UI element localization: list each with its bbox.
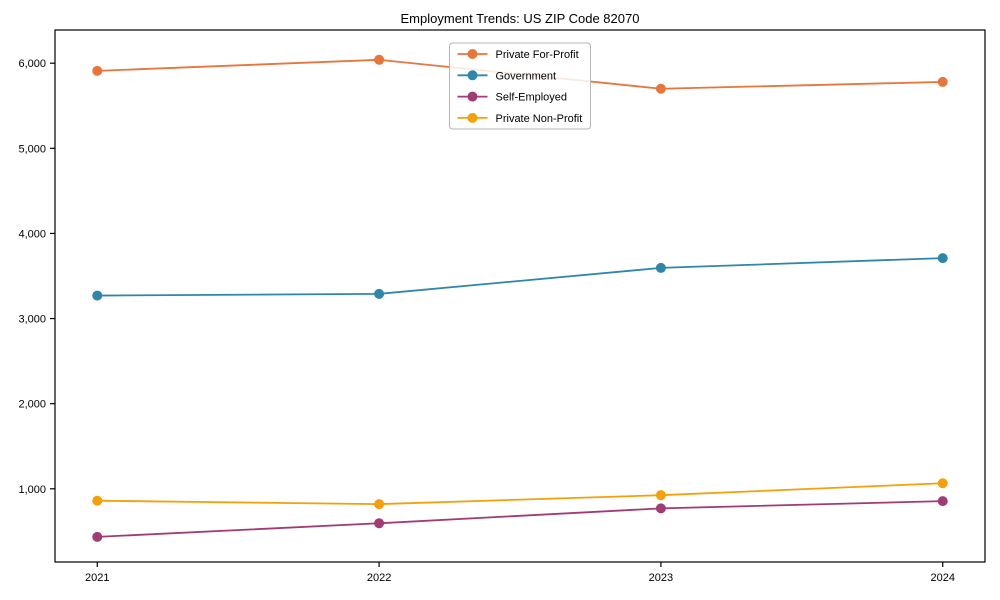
data-point-government-2024 xyxy=(937,253,948,264)
x-tick-label: 2021 xyxy=(85,572,109,584)
y-tick-label: 5,000 xyxy=(18,143,46,155)
data-point-self-employed-2023 xyxy=(655,503,666,514)
chart-title: Employment Trends: US ZIP Code 82070 xyxy=(400,11,640,26)
data-point-private-for-profit-2024 xyxy=(937,76,948,87)
y-tick-label: 3,000 xyxy=(18,314,46,326)
y-tick-label: 4,000 xyxy=(18,228,46,240)
data-point-government-2022 xyxy=(374,288,385,299)
data-point-government-2021 xyxy=(92,290,103,301)
data-point-self-employed-2022 xyxy=(374,518,385,529)
data-point-private-for-profit-2021 xyxy=(92,65,103,76)
y-tick-label: 1,000 xyxy=(18,484,46,496)
x-tick-label: 2022 xyxy=(367,572,391,584)
legend: Private For-Profit Government Self-Employe… xyxy=(449,42,591,130)
legend-marker-private-for-profit xyxy=(467,49,478,59)
legend-marker-government xyxy=(467,70,478,81)
x-tick-label: 2023 xyxy=(649,572,673,584)
data-point-government-2023 xyxy=(655,262,666,273)
data-point-private-non-profit-2022 xyxy=(374,499,385,510)
data-point-self-employed-2024 xyxy=(937,496,948,507)
data-point-private-non-profit-2024 xyxy=(937,478,948,489)
legend-marker-self-employed xyxy=(467,91,478,102)
legend-label-government: Government xyxy=(496,70,557,82)
series-line-government xyxy=(96,257,944,297)
axis-frame xyxy=(54,29,986,563)
y-tick-label: 6,000 xyxy=(18,58,46,70)
y-tick-label: 2,000 xyxy=(18,399,46,411)
legend-label-self-employed: Self-Employed xyxy=(496,92,568,104)
data-point-private-for-profit-2023 xyxy=(655,83,666,94)
legend-marker-private-non-profit xyxy=(467,112,478,123)
x-tick-label: 2024 xyxy=(930,572,954,584)
series-line-self-employed xyxy=(96,500,944,538)
data-point-private-non-profit-2021 xyxy=(92,495,103,506)
legend-label-private-non-profit: Private Non-Profit xyxy=(496,113,583,125)
data-point-private-for-profit-2022 xyxy=(374,54,385,65)
series-line-private-non-profit xyxy=(96,482,944,506)
legend-label-private-for-profit: Private For-Profit xyxy=(496,49,579,61)
data-point-self-employed-2021 xyxy=(92,531,103,542)
legend-box xyxy=(449,42,591,130)
data-point-private-non-profit-2023 xyxy=(655,490,666,501)
